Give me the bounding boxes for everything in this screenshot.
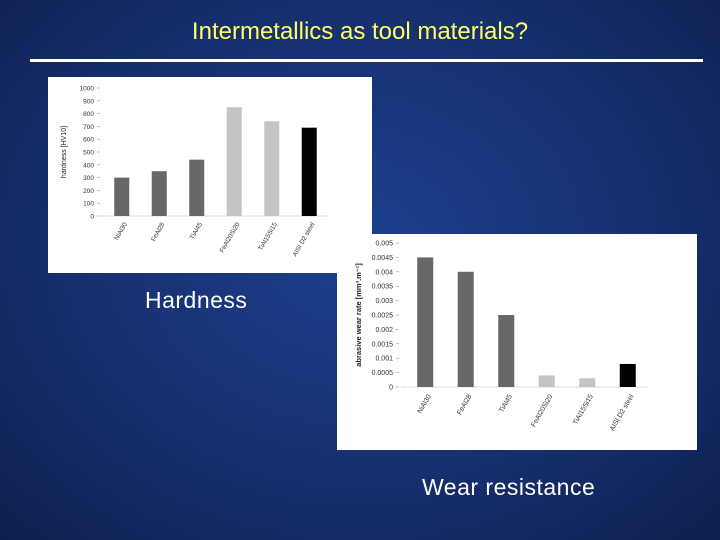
wear-ytick-label: 0.003 bbox=[375, 298, 393, 305]
hardness-ytick-label: 900 bbox=[83, 98, 94, 105]
hardness-ylabel: hardness [HV10] bbox=[61, 126, 68, 178]
wear-ytick-label: 0.001 bbox=[375, 356, 393, 363]
hardness-category-label: AISI D2 steel bbox=[291, 221, 316, 258]
wear-bar bbox=[619, 363, 636, 387]
wear-chart: 0 0.0005 0.001 0.0015 0.002 0.0025 0.003 0.0035… bbox=[337, 234, 697, 450]
wear-category-label: TiAl45 bbox=[498, 393, 514, 414]
hardness-ytick-label: 400 bbox=[83, 162, 94, 169]
wear-bar bbox=[417, 257, 434, 387]
wear-category-label: FeAl28 bbox=[456, 393, 473, 416]
wear-ytick-label: 0.0005 bbox=[372, 370, 394, 377]
hardness-ytick-label: 300 bbox=[83, 175, 94, 182]
hardness-bar bbox=[189, 159, 205, 216]
hardness-category-label: NiAl30 bbox=[113, 221, 129, 241]
wear-chart-svg: 0 0.0005 0.001 0.0015 0.002 0.0025 0.003 0.0035… bbox=[354, 241, 648, 432]
wear-bar bbox=[498, 315, 515, 387]
wear-ytick-label: 0.0015 bbox=[372, 341, 394, 348]
hardness-ytick-label: 600 bbox=[83, 137, 94, 144]
wear-caption: Wear resistance bbox=[422, 474, 596, 500]
wear-ytick-label: 0.004 bbox=[375, 269, 393, 276]
hardness-chart: 0 100 200 300 400 500 600 700 800 900 1000 hardness… bbox=[48, 77, 372, 273]
wear-category-label: TiAl15Si15 bbox=[572, 393, 595, 426]
hardness-caption: Hardness bbox=[145, 287, 248, 313]
wear-category-label: FeAl20Si20 bbox=[530, 393, 554, 428]
wear-bar bbox=[538, 375, 555, 387]
wear-category-label: NiAl30 bbox=[417, 393, 433, 414]
hardness-bar bbox=[301, 127, 317, 216]
wear-ytick-label: 0 bbox=[389, 385, 393, 392]
wear-ytick-label: 0.002 bbox=[375, 327, 393, 334]
hardness-bar bbox=[264, 121, 280, 216]
hardness-chart-svg: 0 100 200 300 400 500 600 700 800 900 1000 hardness… bbox=[61, 86, 328, 258]
wear-ytick-label: 0.0045 bbox=[372, 255, 394, 262]
hardness-ytick-label: 200 bbox=[83, 188, 94, 195]
wear-ytick-label: 0.0035 bbox=[372, 284, 394, 291]
hardness-ytick-label: 500 bbox=[83, 150, 94, 157]
wear-ylabel: abrasive wear rate [mm³.m⁻¹] bbox=[354, 263, 363, 367]
hardness-ytick-label: 0 bbox=[90, 214, 94, 221]
wear-ytick-label: 0.0025 bbox=[372, 313, 394, 320]
hardness-category-label: TiAl45 bbox=[189, 221, 204, 241]
hardness-ytick-label: 100 bbox=[83, 201, 94, 208]
wear-ytick-label: 0.005 bbox=[375, 241, 393, 248]
hardness-category-label: FeAl28 bbox=[150, 221, 167, 243]
hardness-ytick-label: 800 bbox=[83, 111, 94, 118]
hardness-bar bbox=[114, 177, 130, 216]
wear-bar bbox=[457, 271, 474, 387]
title-divider bbox=[30, 59, 703, 62]
hardness-bar bbox=[226, 107, 242, 216]
hardness-ytick-label: 700 bbox=[83, 124, 94, 131]
hardness-bar bbox=[151, 171, 167, 216]
wear-category-label: AISI D2 steel bbox=[609, 393, 636, 432]
wear-bar bbox=[579, 378, 596, 387]
hardness-category-label: TiAl15Si15 bbox=[257, 221, 279, 252]
slide-title: Intermetallics as tool materials? bbox=[191, 18, 529, 45]
hardness-category-label: FeAl20Si20 bbox=[219, 221, 242, 254]
hardness-ytick-label: 1000 bbox=[80, 86, 95, 93]
